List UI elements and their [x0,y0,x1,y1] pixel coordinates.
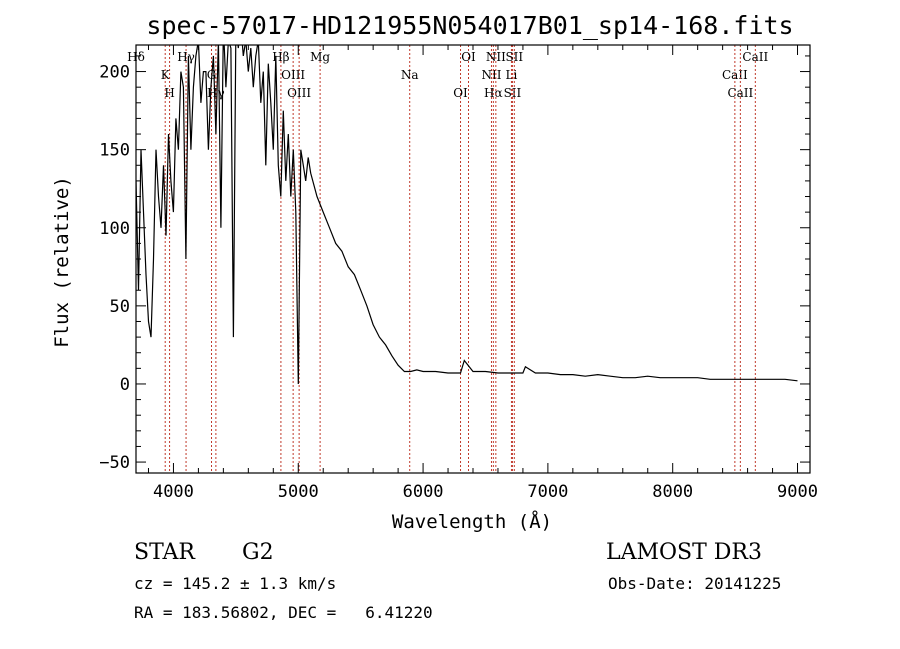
coordinates-readout: RA = 183.56802, DEC = 6.41220 [134,603,433,622]
marker-label: OI [453,86,468,100]
spectrum-line [136,45,798,385]
y-axis-label: Flux (relative) [51,176,73,348]
object-subclass: G2 [242,540,274,565]
y-tick-label: 50 [110,297,130,317]
marker-label: Hβ [272,50,289,64]
y-tick-label: 150 [99,141,130,161]
marker-label: Hγ [177,50,195,64]
marker-label: CaII [722,68,748,82]
marker-label: H [164,86,174,100]
y-tick-label: 0 [120,375,130,395]
survey-name: LAMOST DR3 [606,540,762,565]
marker-label: CaII [742,50,768,64]
x-tick-label: 8000 [652,482,693,502]
x-tick-label: 7000 [527,482,568,502]
marker-label: OI [461,50,476,64]
obs-date-readout: Obs-Date: 20141225 [608,574,782,593]
redshift-readout: cz = 145.2 ± 1.3 km/s [134,574,337,593]
marker-label: K [161,68,171,82]
marker-label: NII [481,68,501,82]
x-tick-label: 6000 [403,482,444,502]
x-tick-label: 5000 [278,482,319,502]
marker-label: SII [505,50,523,64]
y-tick-label: −50 [99,453,130,473]
marker-label: Li [506,68,518,82]
marker-label: SII [504,86,522,100]
plot-frame [135,44,811,474]
marker-label: Na [401,68,419,82]
marker-label: Hα [484,86,503,100]
chart-title: spec-57017-HD121955N054017B01_sp14-168.f… [146,11,793,40]
marker-label: Mg [310,50,330,64]
marker-label: OIII [281,68,305,82]
x-tick-label: 9000 [777,482,818,502]
y-tick-label: 100 [99,219,130,239]
x-tick-label: 4000 [153,482,194,502]
marker-label: CaII [727,86,753,100]
marker-label: Hγ [207,86,225,100]
x-axis-label: Wavelength (Å) [392,510,552,533]
y-tick-label: 200 [99,63,130,83]
object-class: STAR [134,540,195,565]
marker-label: NII [486,50,506,64]
marker-label: OIII [287,86,311,100]
